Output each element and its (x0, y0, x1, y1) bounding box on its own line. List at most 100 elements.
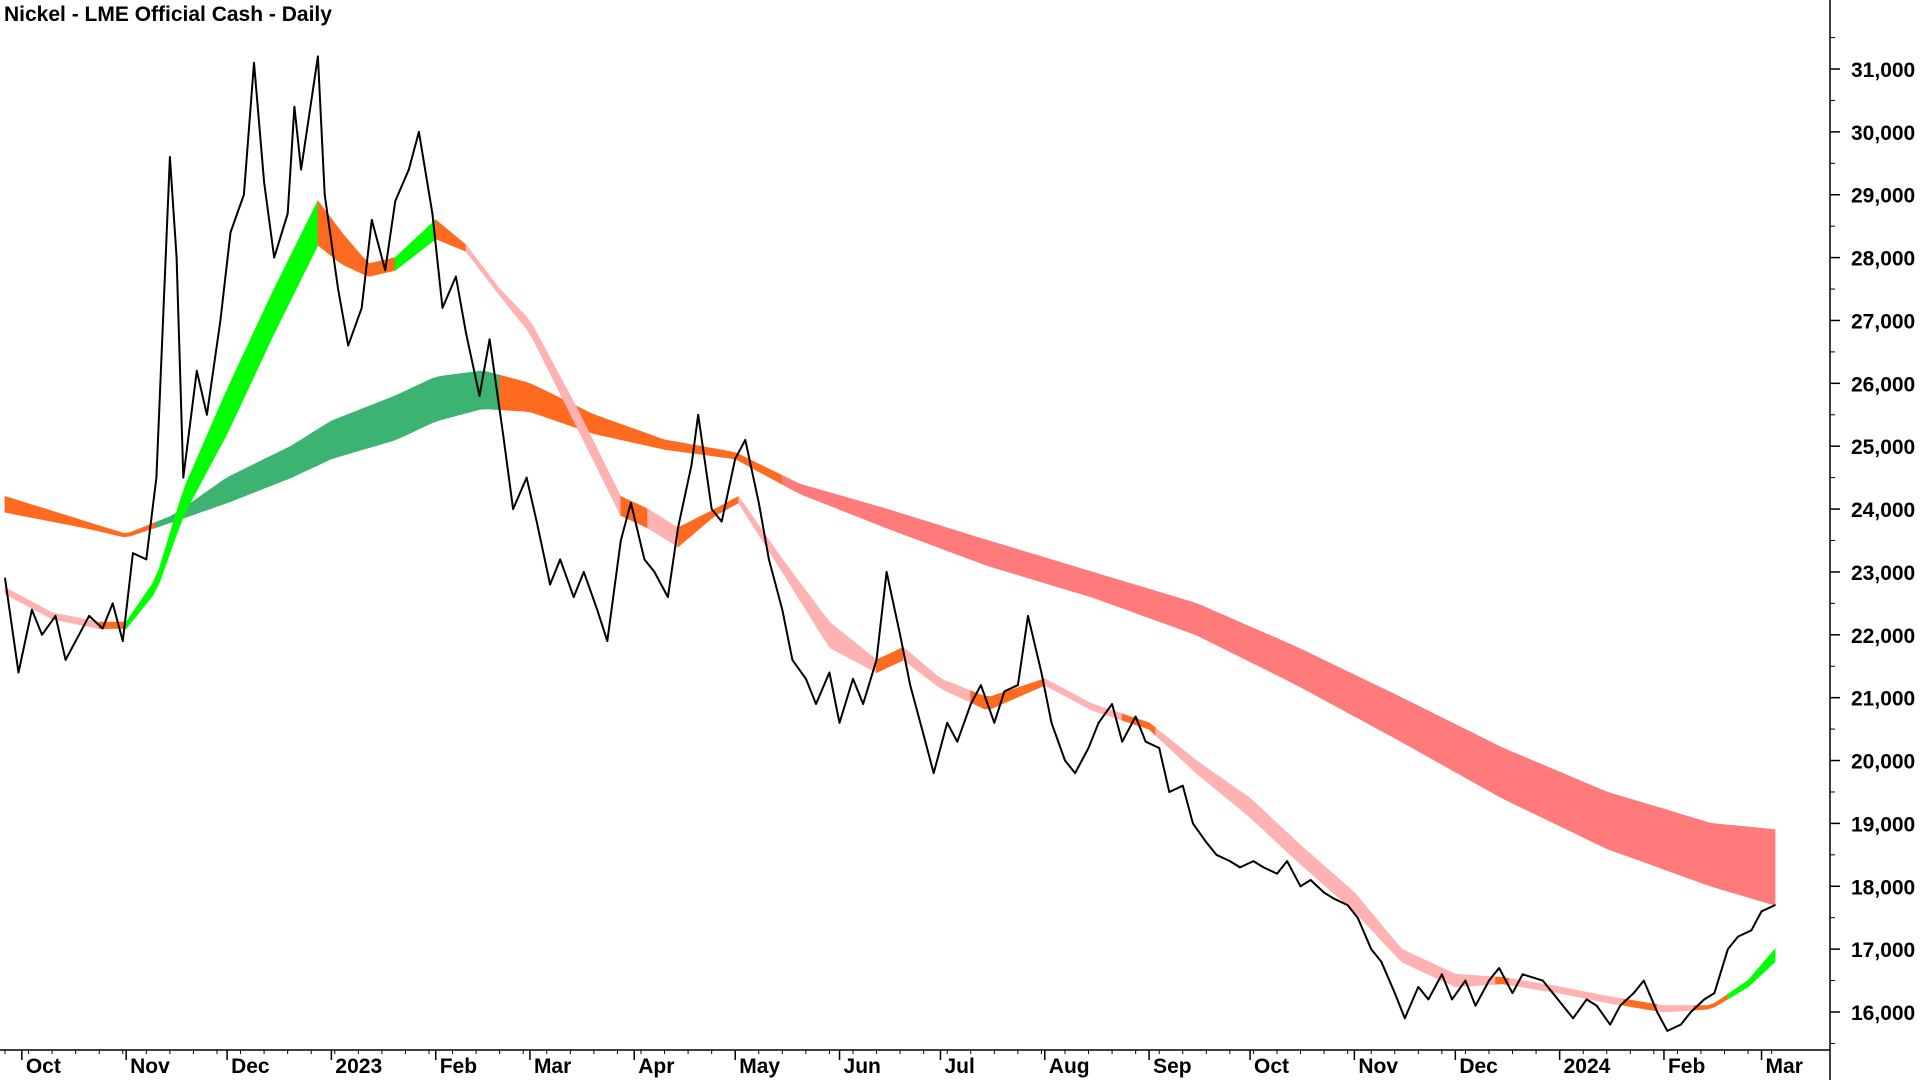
short-ma-band-segment-11 (876, 646, 904, 674)
price-point (323, 193, 326, 196)
price-point (1323, 891, 1325, 894)
y-tick-label: 25,000 (1851, 436, 1915, 459)
price-point (1680, 1023, 1682, 1026)
price-point (677, 527, 679, 529)
y-tick-label: 29,000 (1851, 185, 1915, 208)
price-point (1774, 904, 1776, 906)
price-point (758, 502, 760, 504)
price-point (1097, 722, 1100, 724)
price-point (1690, 1011, 1692, 1013)
x-tick-label: Mar (534, 1055, 571, 1078)
price-point (838, 722, 841, 724)
price-point (132, 552, 134, 554)
x-tick-label: Oct (1254, 1055, 1289, 1078)
price-point (1427, 998, 1430, 1001)
price-point (1050, 722, 1053, 724)
price-point (1087, 747, 1090, 749)
price-point (583, 571, 585, 573)
price-point (64, 659, 67, 661)
x-tick-label: 2024 (1564, 1055, 1611, 1078)
price-point (697, 414, 699, 416)
price-point (1498, 967, 1500, 969)
price-point (155, 476, 158, 479)
price-point (1394, 992, 1396, 994)
y-tick-label: 20,000 (1851, 751, 1915, 774)
y-tick-label: 19,000 (1851, 813, 1915, 836)
price-point (219, 319, 222, 322)
price-point (1182, 784, 1184, 787)
price-point (78, 634, 80, 636)
price-point (182, 476, 185, 479)
price-point (1666, 1030, 1669, 1032)
price-line (4, 55, 1776, 1032)
price-point (1252, 860, 1255, 862)
price-point (535, 520, 538, 523)
price-point (111, 602, 114, 605)
price-point (1121, 740, 1123, 743)
price-point (1727, 948, 1729, 950)
price-point (862, 703, 864, 705)
price-point (1441, 973, 1443, 976)
x-tick-label: Aug (1049, 1055, 1090, 1078)
price-point (993, 722, 996, 724)
price-point (286, 212, 289, 215)
price-point (899, 634, 901, 636)
price-point (1417, 986, 1420, 988)
price-point (455, 275, 457, 278)
y-tick-label: 17,000 (1851, 939, 1915, 962)
y-tick-label: 18,000 (1851, 876, 1915, 899)
price-point (31, 608, 33, 611)
price-point (512, 508, 514, 510)
price-point (273, 256, 276, 259)
y-tick-label: 27,000 (1851, 310, 1915, 333)
price-point (805, 678, 807, 680)
price-point (337, 288, 339, 290)
price-point (852, 678, 854, 680)
price-point (229, 231, 232, 234)
price-point (418, 131, 420, 133)
price-point (1737, 935, 1739, 938)
price-point (559, 558, 561, 561)
price-point (1276, 872, 1278, 875)
price-point (169, 156, 171, 158)
price-point (734, 458, 736, 460)
price-point (122, 640, 124, 642)
x-tick-label: Sep (1153, 1055, 1192, 1078)
short-ma-band-segment-22 (1727, 948, 1776, 1000)
price-point (408, 168, 410, 171)
price-point (970, 703, 972, 705)
price-point (909, 684, 911, 686)
y-tick-label: 16,000 (1851, 1002, 1915, 1025)
price-point (1451, 998, 1453, 1001)
price-point (1017, 684, 1019, 686)
x-tick-label: Nov (130, 1055, 170, 1078)
y-tick-label: 31,000 (1851, 59, 1915, 82)
price-point (293, 105, 296, 108)
price-point (1168, 791, 1171, 793)
price-point (1464, 979, 1467, 982)
price-point (596, 608, 598, 611)
x-tick-label: Feb (440, 1055, 477, 1078)
price-point (922, 734, 925, 737)
price-point (206, 414, 208, 416)
price-point (791, 659, 794, 661)
price-point (1333, 898, 1335, 900)
x-tick-label: Oct (26, 1055, 61, 1078)
price-point (885, 571, 888, 573)
x-tick-label: 2023 (335, 1055, 382, 1078)
short-ma-band-segment-10 (738, 495, 877, 674)
price-point (1703, 998, 1706, 1001)
short-ma-band-segment-21 (1693, 993, 1729, 1011)
price-point (263, 181, 265, 183)
price-point (1760, 910, 1763, 913)
short-ma-band-segment-8 (647, 508, 679, 548)
price-point (1286, 860, 1288, 862)
price-point (980, 684, 982, 686)
short-ma-band-segment-20 (1656, 1004, 1695, 1013)
short-ma-band-segment-2 (125, 200, 319, 630)
price-point (781, 608, 784, 611)
price-point (620, 539, 622, 542)
price-point (956, 740, 959, 743)
price-point (347, 344, 350, 347)
x-tick-label: May (739, 1055, 780, 1078)
